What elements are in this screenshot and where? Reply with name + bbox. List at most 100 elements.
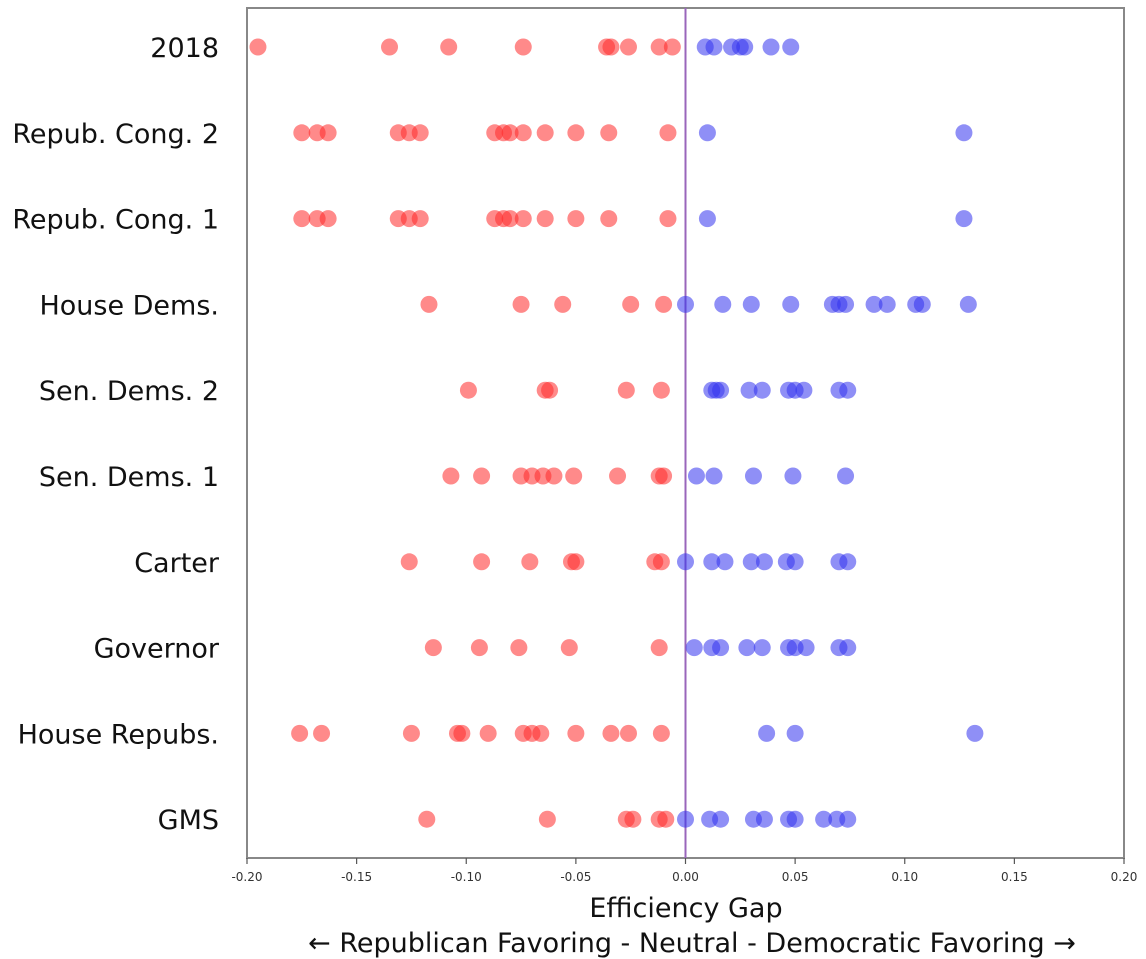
data-point: [755, 810, 773, 828]
data-point: [716, 553, 734, 571]
data-point: [795, 381, 813, 399]
data-point: [955, 124, 973, 142]
data-point: [514, 38, 532, 56]
data-point: [839, 381, 857, 399]
data-point: [400, 553, 418, 571]
data-point: [420, 295, 438, 313]
data-point: [381, 38, 399, 56]
series-row: [291, 724, 984, 742]
x-tick-label: 0.10: [891, 870, 918, 884]
x-tick-label: -0.15: [341, 870, 372, 884]
data-point: [786, 724, 804, 742]
data-point: [617, 381, 635, 399]
y-category-label: Sen. Dems. 1: [39, 462, 219, 493]
data-point: [567, 553, 585, 571]
series-row: [293, 124, 973, 142]
series-row: [400, 553, 857, 571]
data-point: [698, 210, 716, 228]
data-point: [677, 810, 694, 828]
y-category-label: Repub. Cong. 2: [12, 119, 219, 150]
data-point: [442, 467, 460, 485]
data-point: [411, 210, 429, 228]
data-point: [705, 467, 723, 485]
data-point: [652, 381, 670, 399]
y-category-label: Governor: [94, 634, 220, 665]
data-point: [878, 295, 896, 313]
data-point: [459, 381, 477, 399]
series-row: [293, 210, 973, 228]
plot-area: [246, 7, 1125, 859]
data-point: [293, 124, 311, 142]
data-point: [411, 124, 429, 142]
data-point: [554, 295, 572, 313]
data-point: [659, 210, 677, 228]
data-point: [865, 295, 883, 313]
x-tick-label: -0.10: [451, 870, 482, 884]
data-point: [959, 295, 977, 313]
data-point: [740, 381, 758, 399]
data-point: [955, 210, 973, 228]
x-tick-label: -0.05: [560, 870, 591, 884]
data-point: [622, 295, 640, 313]
data-point: [538, 810, 556, 828]
data-point: [677, 295, 694, 313]
data-point: [685, 639, 703, 657]
data-point: [501, 124, 519, 142]
y-category-label: 2018: [150, 33, 219, 64]
data-point: [782, 38, 800, 56]
data-point: [479, 724, 497, 742]
data-point: [440, 38, 458, 56]
data-point: [703, 553, 721, 571]
x-axis-ticks: -0.20 -0.15 -0.10 -0.05 0.00 0.05 0.10 0.15 0.20: [231, 858, 1137, 884]
data-point: [687, 467, 705, 485]
data-point: [714, 295, 732, 313]
data-point: [762, 38, 780, 56]
data-point: [913, 295, 931, 313]
data-point: [567, 724, 585, 742]
data-point: [602, 724, 620, 742]
data-point: [652, 553, 670, 571]
data-point: [758, 724, 776, 742]
data-point: [560, 639, 578, 657]
data-point: [402, 724, 420, 742]
data-point: [652, 724, 670, 742]
data-point: [536, 210, 554, 228]
x-tick-label: -0.20: [231, 870, 262, 884]
data-point: [753, 381, 771, 399]
data-point: [510, 639, 528, 657]
data-point: [619, 38, 637, 56]
data-point: [514, 124, 532, 142]
data-point: [677, 553, 694, 571]
data-point: [659, 124, 677, 142]
data-point: [657, 810, 675, 828]
data-point: [418, 810, 436, 828]
data-point: [609, 467, 627, 485]
y-category-label: Sen. Dems. 2: [39, 376, 219, 407]
data-point: [532, 724, 550, 742]
data-point: [619, 724, 637, 742]
data-point: [753, 639, 771, 657]
data-point: [249, 38, 267, 56]
y-category-label: GMS: [158, 805, 219, 836]
data-point: [602, 38, 620, 56]
data-point: [470, 639, 488, 657]
data-point: [291, 724, 309, 742]
data-point: [512, 295, 530, 313]
x-tick-label: 0.05: [782, 870, 809, 884]
data-point: [565, 467, 583, 485]
x-axis-label: Efficiency Gap: [589, 893, 782, 924]
data-point: [650, 38, 668, 56]
data-point: [650, 639, 668, 657]
y-category-label: House Repubs.: [18, 719, 219, 750]
data-point: [655, 467, 673, 485]
data-point: [501, 210, 519, 228]
data-point: [797, 639, 815, 657]
x-tick-label: 0.15: [1001, 870, 1028, 884]
data-point: [473, 467, 491, 485]
data-point: [521, 553, 539, 571]
y-category-label: House Dems.: [39, 290, 219, 321]
data-point: [313, 724, 331, 742]
data-point: [545, 467, 563, 485]
data-point: [600, 210, 618, 228]
